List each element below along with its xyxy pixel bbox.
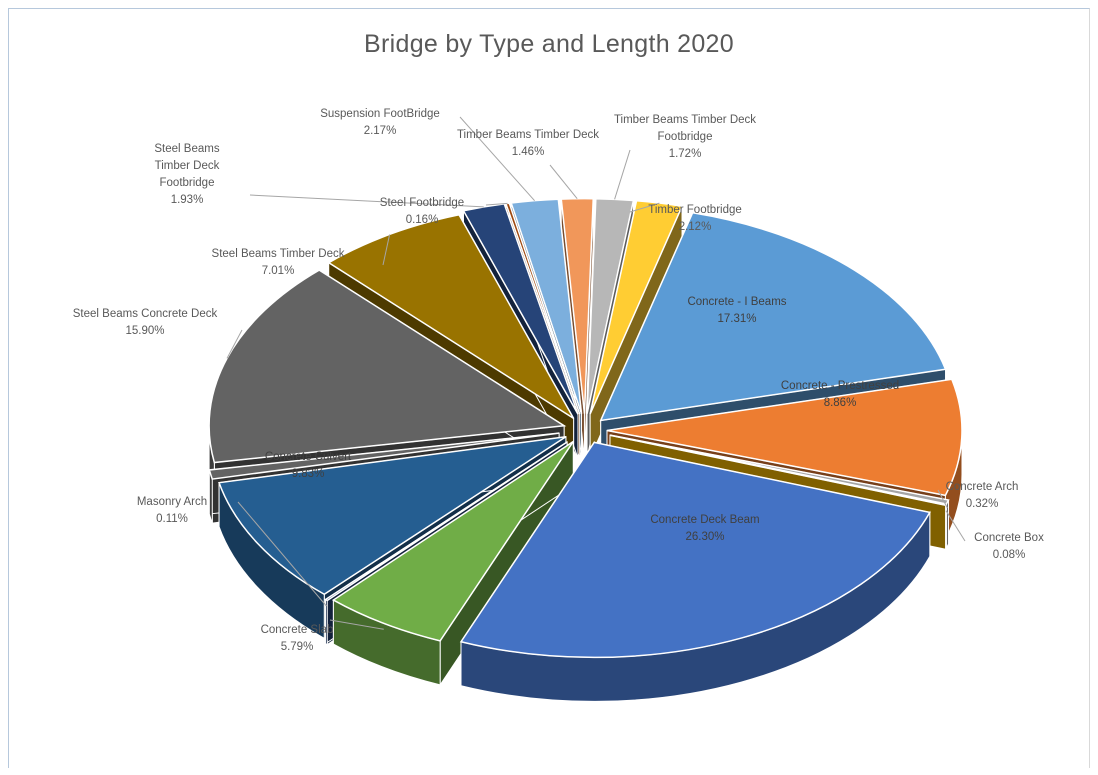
- leader-line-steel-beams-concrete-deck: [226, 329, 243, 359]
- slice-concrete-other: [208, 432, 560, 480]
- data-label-name-steel-beams-concrete-deck: Steel Beams Concrete Deck: [73, 308, 218, 320]
- slice-concrete-culvert: [218, 436, 567, 596]
- data-label-value-concrete-prestressed: 8.86%: [824, 397, 857, 409]
- leader-line-concrete-slab: [329, 619, 384, 630]
- data-label-name-steel-beams-timber-deck-footbridge: Steel Beams: [154, 143, 219, 155]
- data-label-name-timber-beams-timber-deck: Timber Beams Timber Deck: [457, 129, 599, 141]
- chart-title: Bridge by Type and Length 2020: [364, 30, 734, 58]
- slice-timber-beams-timber-deck-footbridge: [586, 197, 635, 414]
- leader-line-steel-beams-timber-deck-footbridge: [249, 194, 484, 208]
- data-label-name-steel-footbridge: Steel Footbridge: [380, 197, 464, 209]
- data-label-value-concrete-slab: 5.79%: [281, 641, 314, 653]
- data-label-value-steel-footbridge: 0.16%: [406, 214, 439, 226]
- data-label-name-steel-beams-timber-deck-footbridge: Timber Deck: [155, 160, 220, 172]
- data-label-name-timber-beams-timber-deck-footbridge: Footbridge: [658, 131, 713, 143]
- data-label-value-timber-beams-timber-deck: 1.46%: [512, 146, 545, 158]
- data-label-name-concrete-culvert: Concrete Culvert: [265, 451, 352, 463]
- data-label-masonry-arch: Masonry Arch 0.11%: [137, 496, 207, 525]
- slice-concrete-i-beams: [599, 211, 947, 422]
- slice-timber-beams-timber-deck: [560, 197, 595, 414]
- slice-concrete-prestressed: [606, 378, 963, 497]
- data-label-value-concrete-culvert: 9.83%: [292, 468, 325, 480]
- data-label-value-concrete-i-beams: 17.31%: [717, 313, 756, 325]
- data-label-timber-footbridge: Timber Footbridge 2.12%: [648, 204, 742, 233]
- data-label-steel-beams-timber-deck-footbridge: Steel Beams Timber Deck Footbridge 1.93%: [154, 143, 219, 206]
- data-label-timber-beams-timber-deck: Timber Beams Timber Deck 1.46%: [457, 129, 599, 158]
- data-label-value-concrete-deck-beam: 26.30%: [685, 531, 724, 543]
- data-label-concrete-culvert: Concrete Culvert 9.83%: [265, 451, 352, 480]
- data-label-name-concrete-prestressed: Concrete - Prestressed: [781, 380, 899, 392]
- data-label-value-suspension-footbridge: 2.17%: [364, 125, 397, 137]
- data-label-value-masonry-arch: 0.11%: [156, 513, 188, 525]
- data-label-value-concrete-arch: 0.32%: [966, 498, 999, 510]
- data-label-steel-beams-timber-deck: Steel Beams Timber Deck 7.01%: [212, 248, 345, 277]
- data-label-timber-beams-timber-deck-footbridge: Timber Beams Timber Deck Footbridge 1.72%: [614, 114, 756, 160]
- data-label-name-steel-beams-timber-deck: Steel Beams Timber Deck: [212, 248, 345, 260]
- leader-line-masonry-arch: [237, 501, 327, 607]
- slice-steel-beams-timber-deck: [327, 213, 575, 419]
- data-label-name-concrete-arch: Concrete Arch: [946, 481, 1019, 493]
- slice-wall-masonry-arch-0: [324, 598, 328, 646]
- data-label-name-concrete-deck-beam: Concrete Deck Beam: [650, 514, 759, 526]
- leader-line-concrete-arch: [937, 489, 948, 509]
- data-label-value-timber-footbridge: 2.12%: [679, 221, 712, 233]
- data-label-name-suspension-footbridge: Suspension FootBridge: [320, 108, 440, 120]
- data-label-value-concrete-box: 0.08%: [993, 549, 1026, 561]
- data-label-name-concrete-slab: Concrete Slab: [261, 624, 334, 636]
- data-label-name-steel-beams-timber-deck-footbridge: Footbridge: [160, 177, 215, 189]
- leader-line-timber-footbridge: [629, 202, 660, 213]
- leader-line-concrete-box: [945, 510, 966, 542]
- data-label-concrete-deck-beam: Concrete Deck Beam 26.30%: [650, 514, 759, 543]
- data-label-concrete-prestressed: Concrete - Prestressed 8.86%: [781, 380, 899, 409]
- data-label-suspension-footbridge: Suspension FootBridge 2.17%: [320, 108, 440, 137]
- slice-concrete-slab: [331, 440, 574, 642]
- data-label-concrete-slab: Concrete Slab 5.79%: [261, 624, 334, 653]
- slice-steel-beams-concrete-deck: [208, 269, 567, 464]
- data-label-name-concrete-i-beams: Concrete - I Beams: [687, 296, 786, 308]
- data-label-value-steel-beams-timber-deck-footbridge: 1.93%: [171, 194, 204, 206]
- leader-line-timber-beams-timber-deck: [549, 164, 578, 200]
- data-label-value-steel-beams-timber-deck: 7.01%: [262, 265, 295, 277]
- leader-line-suspension-footbridge: [459, 116, 535, 202]
- data-label-name-timber-footbridge: Timber Footbridge: [648, 204, 742, 216]
- data-label-name-concrete-box: Concrete Box: [974, 532, 1044, 544]
- data-label-value-steel-beams-concrete-deck: 15.90%: [125, 325, 164, 337]
- data-label-concrete-arch: Concrete Arch 0.32%: [946, 481, 1019, 510]
- slice-suspension-footbridge: [510, 198, 583, 415]
- data-label-concrete-box: Concrete Box 0.08%: [974, 532, 1044, 561]
- leader-line-steel-beams-timber-deck: [382, 234, 391, 266]
- slice-concrete-deck-beam: [459, 441, 931, 659]
- slice-timber-footbridge: [589, 199, 684, 415]
- slice-masonry-arch: [324, 441, 568, 602]
- data-label-concrete-i-beams: Concrete - I Beams 17.31%: [687, 296, 786, 325]
- data-label-steel-beams-concrete-deck: Steel Beams Concrete Deck 15.90%: [73, 308, 218, 337]
- data-label-steel-footbridge: Steel Footbridge 0.16%: [380, 197, 464, 226]
- leader-line-steel-footbridge: [485, 202, 508, 206]
- data-label-value-timber-beams-timber-deck-footbridge: 1.72%: [669, 148, 702, 160]
- data-label-name-masonry-arch: Masonry Arch: [137, 496, 207, 508]
- leader-line-timber-beams-timber-deck-footbridge: [614, 149, 631, 200]
- data-label-name-timber-beams-timber-deck-footbridge: Timber Beams Timber Deck: [614, 114, 756, 126]
